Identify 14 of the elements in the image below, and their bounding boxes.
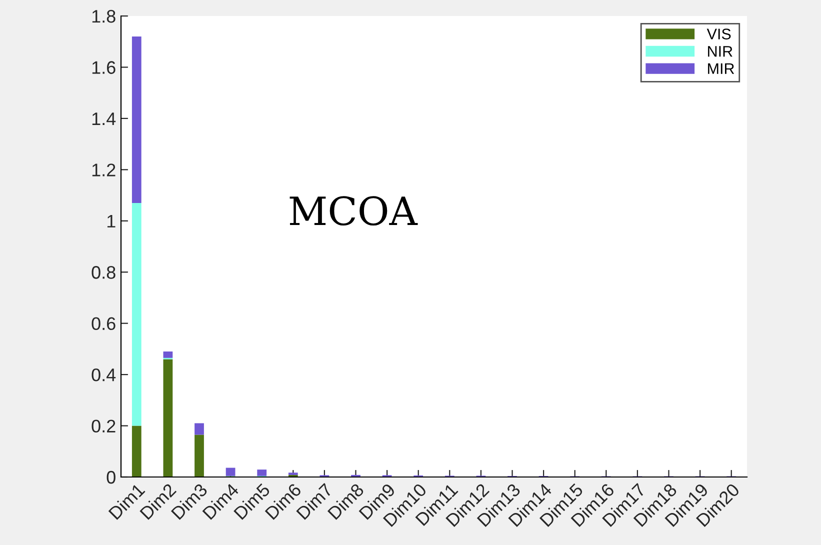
y-tick-label: 0.6 (92, 317, 116, 330)
y-tick-label: 0 (106, 470, 116, 484)
y-tick-label: 1.8 (92, 10, 116, 23)
legend-label: MIR (708, 63, 734, 74)
annotation: MCOA (290, 196, 418, 226)
y-tick-label: 1.6 (92, 61, 116, 74)
y-tick-label: 1.4 (92, 112, 116, 125)
legend-label: NIR (708, 46, 732, 57)
y-tick-label: 1.2 (92, 164, 116, 176)
y-tick-label: 0.4 (92, 368, 116, 382)
y-tick-label: 0.8 (92, 266, 116, 279)
y-tick-label: 0.2 (92, 420, 116, 432)
legend-label: VIS (706, 28, 731, 40)
y-tick-label: 1 (107, 215, 116, 228)
